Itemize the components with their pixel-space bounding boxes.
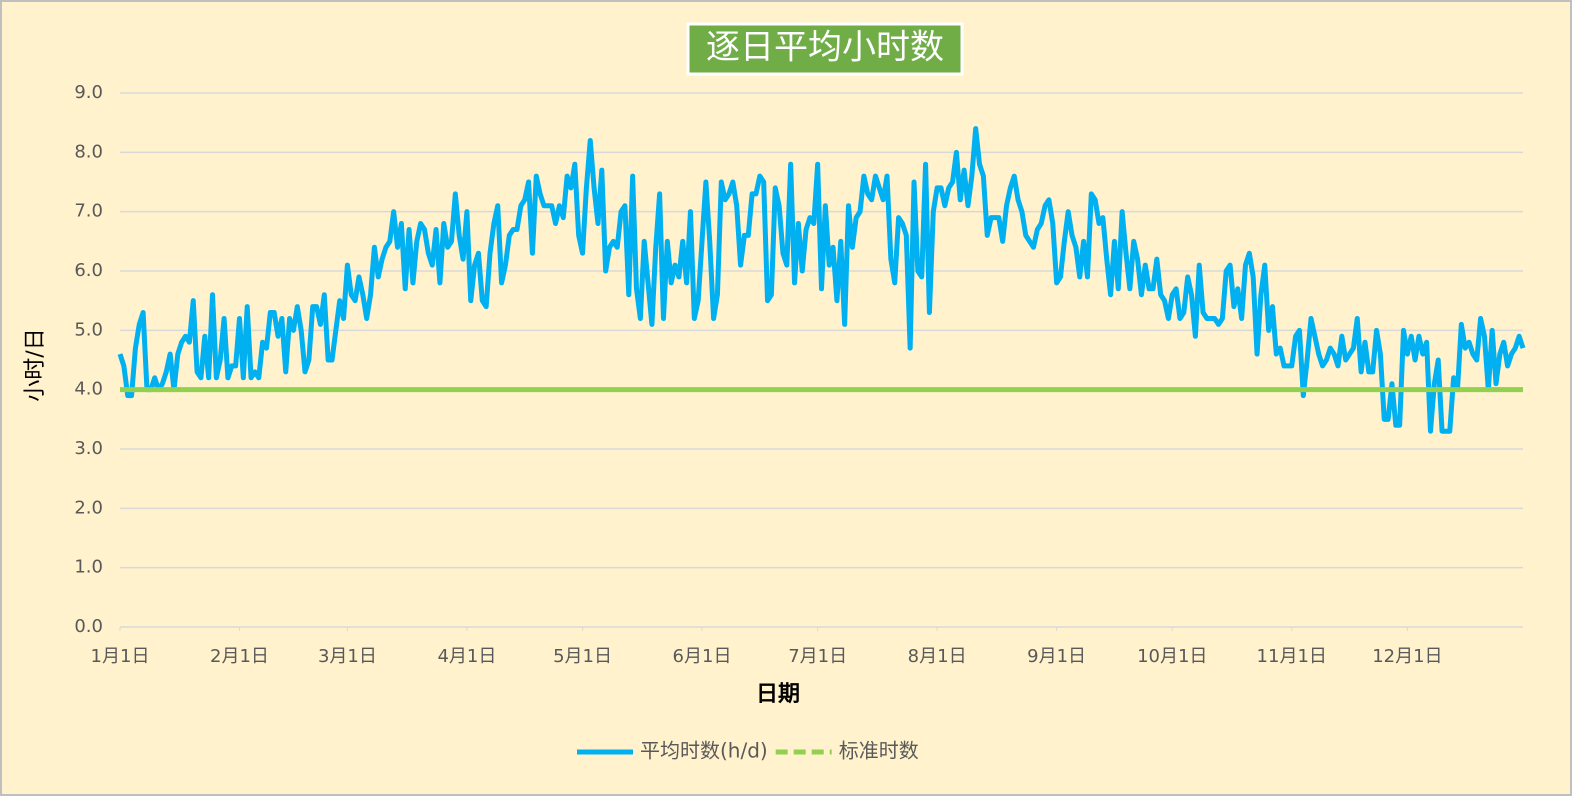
y-axis-label: 小时/日 xyxy=(23,328,48,401)
y-tick-label: 5.0 xyxy=(74,319,103,340)
y-tick-label: 4.0 xyxy=(74,379,103,400)
y-tick-label: 0.0 xyxy=(74,616,103,637)
x-tick-label: 8月1日 xyxy=(908,646,967,667)
x-axis-label: 日期 xyxy=(756,682,800,707)
x-tick-label: 3月1日 xyxy=(318,646,377,667)
x-tick-label: 4月1日 xyxy=(437,646,496,667)
x-tick-label: 5月1日 xyxy=(553,646,612,667)
y-tick-label: 7.0 xyxy=(74,201,103,222)
x-tick-label: 9月1日 xyxy=(1027,646,1086,667)
chart-title: 逐日平均小时数 xyxy=(706,28,944,68)
y-tick-label: 1.0 xyxy=(74,557,103,578)
x-tick-label: 12月1日 xyxy=(1372,646,1442,667)
title-box xyxy=(686,22,964,76)
y-tick-label: 2.0 xyxy=(74,497,103,518)
x-tick-label: 6月1日 xyxy=(673,646,732,667)
x-tick-label: 1月1日 xyxy=(91,646,150,667)
x-tick-label: 7月1日 xyxy=(788,646,847,667)
legend-label: 平均时数(h/d) xyxy=(640,739,768,763)
x-tick-label: 11月1日 xyxy=(1257,646,1327,667)
x-tick-label: 2月1日 xyxy=(210,646,269,667)
legend-label: 标准时数 xyxy=(839,739,919,763)
y-tick-label: 3.0 xyxy=(74,438,103,459)
y-tick-label: 6.0 xyxy=(74,260,103,281)
y-tick-label: 8.0 xyxy=(74,141,103,162)
series-line xyxy=(117,126,1526,434)
x-tick-label: 10月1日 xyxy=(1137,646,1207,667)
y-tick-label: 9.0 xyxy=(74,82,103,103)
